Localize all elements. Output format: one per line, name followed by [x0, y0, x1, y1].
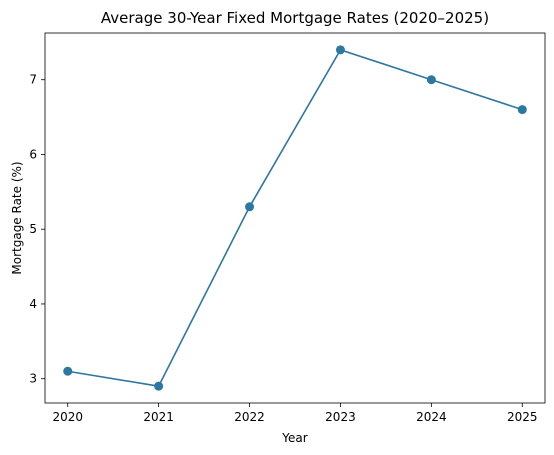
x-tick-label: 2025: [507, 410, 538, 424]
data-point: [63, 366, 73, 376]
x-axis-ticks: 2020 2021 2022 2023 2024 2025: [52, 403, 538, 424]
x-tick-label: 2023: [325, 410, 356, 424]
data-point: [426, 75, 436, 85]
series-layer: [63, 45, 527, 391]
y-axis-ticks: 3 4 5 6 7: [29, 73, 45, 386]
y-tick-label: 6: [29, 147, 37, 161]
y-tick-label: 3: [29, 372, 37, 386]
data-point: [245, 202, 255, 212]
y-tick-label: 4: [29, 297, 37, 311]
y-axis-label: Mortgage Rate (%): [10, 161, 24, 274]
data-point: [154, 381, 164, 391]
y-tick-label: 5: [29, 222, 37, 236]
x-tick-label: 2024: [416, 410, 447, 424]
data-point: [335, 45, 345, 55]
plot-area-frame: [44, 32, 546, 404]
data-point: [517, 105, 527, 115]
x-tick-label: 2021: [143, 410, 174, 424]
chart-title: Average 30-Year Fixed Mortgage Rates (20…: [101, 9, 489, 27]
x-tick-label: 2022: [234, 410, 265, 424]
x-tick-label: 2020: [52, 410, 83, 424]
x-axis-label: Year: [281, 431, 307, 445]
y-tick-label: 7: [29, 73, 37, 87]
series-line: [67, 48, 523, 388]
